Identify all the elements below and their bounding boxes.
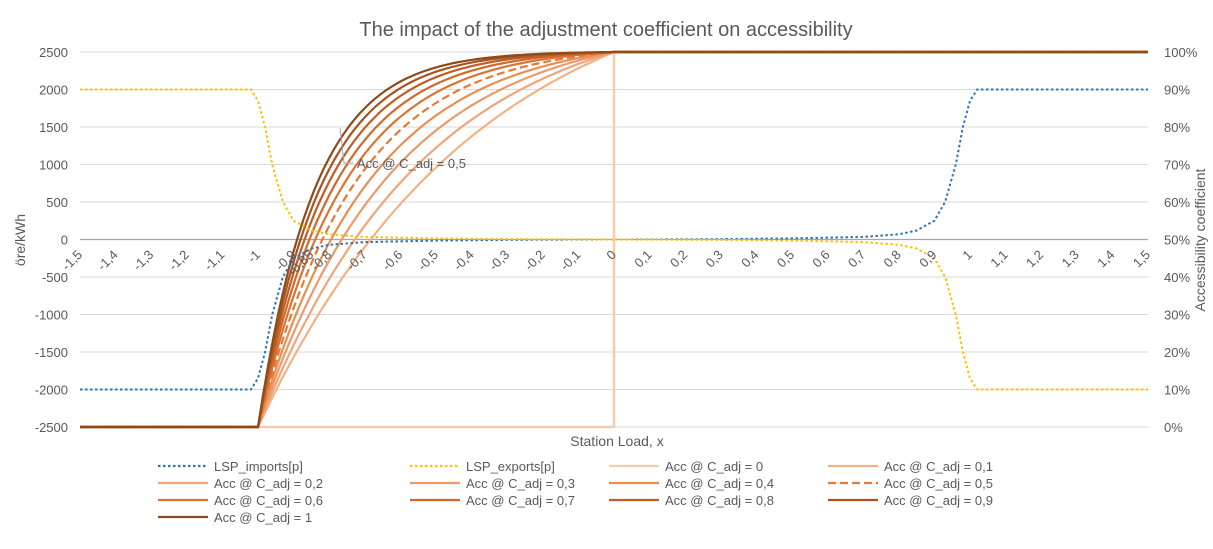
x-tick-label: -0,3 <box>486 247 512 273</box>
legend-entry: Acc @ C_adj = 0,8 <box>665 493 774 508</box>
y-tick-label-right: 60% <box>1164 195 1190 210</box>
y-tick-label-left: -2000 <box>35 383 68 398</box>
y-tick-label-right: 80% <box>1164 120 1190 135</box>
y-tick-label-right: 90% <box>1164 83 1190 98</box>
legend-entry: Acc @ C_adj = 0,9 <box>884 493 993 508</box>
y-tick-label-left: -1500 <box>35 345 68 360</box>
x-tick-label: 0,2 <box>667 247 690 270</box>
y-tick-label-right: 40% <box>1164 270 1190 285</box>
callout-annotation: Acc @ C_adj = 0,5 <box>339 127 466 171</box>
y-tick-label-left: -1000 <box>35 308 68 323</box>
series-line <box>80 50 1148 429</box>
x-axis-ticks: -1,5 -1,4 -1,3 -1,2 -1,1 -1 -0,9-0,85-0,8 -0,7-… <box>59 247 1153 279</box>
x-tick-label: -0,5 <box>415 247 441 273</box>
callout-label: Acc @ C_adj = 0,5 <box>357 156 466 171</box>
right-axis-ticks: 100% 90% 80% 70% 60% 50% 40% 30% 20% 10% 0% <box>1164 45 1198 435</box>
x-tick-label: -1 <box>244 247 263 266</box>
legend-entry: Acc @ C_adj = 0,3 <box>466 476 575 491</box>
series-line <box>80 50 1148 429</box>
x-tick-label: 0,3 <box>703 247 726 270</box>
x-tick-label: 0,7 <box>845 247 868 270</box>
y-tick-label-right: 50% <box>1164 233 1190 248</box>
y-tick-label-right: 20% <box>1164 345 1190 360</box>
legend-entry: Acc @ C_adj = 0 <box>665 459 763 474</box>
x-tick-label: -1,2 <box>165 247 191 273</box>
x-tick-label: 1,1 <box>987 247 1010 270</box>
legend-entry: LSP_imports[p] <box>214 459 303 474</box>
x-axis-label: Station Load, x <box>570 433 663 449</box>
legend-entry: Acc @ C_adj = 0,2 <box>214 476 323 491</box>
x-tick-label: 0,1 <box>631 247 654 270</box>
y-tick-label-right: 0% <box>1164 420 1183 435</box>
x-tick-label: -0,8 <box>308 247 334 273</box>
y-tick-label-right: 30% <box>1164 308 1190 323</box>
left-axis-ticks: 2500 2000 1500 1000 500 0 -500 -1000 -1500 -2000 -… <box>35 45 68 435</box>
y-tick-label-right: 70% <box>1164 158 1190 173</box>
y-tick-label-left: 500 <box>46 195 68 210</box>
y-axis-label-right: Accessibility coefficient <box>1192 168 1208 311</box>
y-tick-label-left: -2500 <box>35 420 68 435</box>
series-line <box>80 50 1148 429</box>
y-tick-label-left: 1000 <box>39 158 68 173</box>
legend: LSP_imports[p] LSP_exports[p] Acc @ C_adj … <box>158 459 993 525</box>
x-tick-label: 1,4 <box>1094 247 1117 270</box>
y-axis-label-left: öre/kWh <box>12 214 28 266</box>
y-tick-label-left: 2500 <box>39 45 68 60</box>
legend-entry: Acc @ C_adj = 0,6 <box>214 493 323 508</box>
x-tick-label: -0,4 <box>450 247 476 273</box>
y-tick-label-right: 100% <box>1164 45 1198 60</box>
x-tick-label: 0,5 <box>774 247 797 270</box>
legend-entry: Acc @ C_adj = 0,5 <box>884 476 993 491</box>
x-tick-label: 1 <box>959 247 975 263</box>
series-line <box>80 50 1148 429</box>
legend-entry: Acc @ C_adj = 0,4 <box>665 476 774 491</box>
legend-entry: Acc @ C_adj = 0,1 <box>884 459 993 474</box>
legend-entry: Acc @ C_adj = 0,7 <box>466 493 575 508</box>
series-line <box>80 50 1148 429</box>
y-tick-label-left: 2000 <box>39 83 68 98</box>
series-layer <box>80 50 1148 429</box>
x-tick-label: 1,2 <box>1023 247 1046 270</box>
x-tick-label: 0 <box>603 247 619 263</box>
y-tick-label-left: 0 <box>61 233 68 248</box>
x-tick-label: -0,6 <box>379 247 405 273</box>
x-tick-label: 0,8 <box>881 247 904 270</box>
x-tick-label: -1,1 <box>201 247 227 273</box>
series-line <box>80 50 1148 429</box>
x-tick-label: -1,4 <box>94 247 120 273</box>
callout-leader-line <box>339 127 353 164</box>
series-line <box>80 50 1148 429</box>
chart-title: The impact of the adjustment coefficient… <box>359 19 852 41</box>
x-tick-label: 0,4 <box>738 247 761 270</box>
series-line <box>80 88 1148 391</box>
x-tick-label: 1,3 <box>1059 247 1082 270</box>
y-tick-label-left: -500 <box>42 270 68 285</box>
legend-entry: LSP_exports[p] <box>466 459 555 474</box>
y-tick-label-left: 1500 <box>39 120 68 135</box>
series-line <box>80 50 1148 429</box>
legend-entry: Acc @ C_adj = 1 <box>214 510 312 525</box>
x-tick-label: 0,6 <box>809 247 832 270</box>
x-tick-label: -0,2 <box>521 247 547 273</box>
x-tick-label: -0,1 <box>557 247 583 273</box>
y-tick-label-right: 10% <box>1164 383 1190 398</box>
x-tick-label: -1,3 <box>130 247 156 273</box>
x-tick-label: 1,5 <box>1130 247 1153 270</box>
